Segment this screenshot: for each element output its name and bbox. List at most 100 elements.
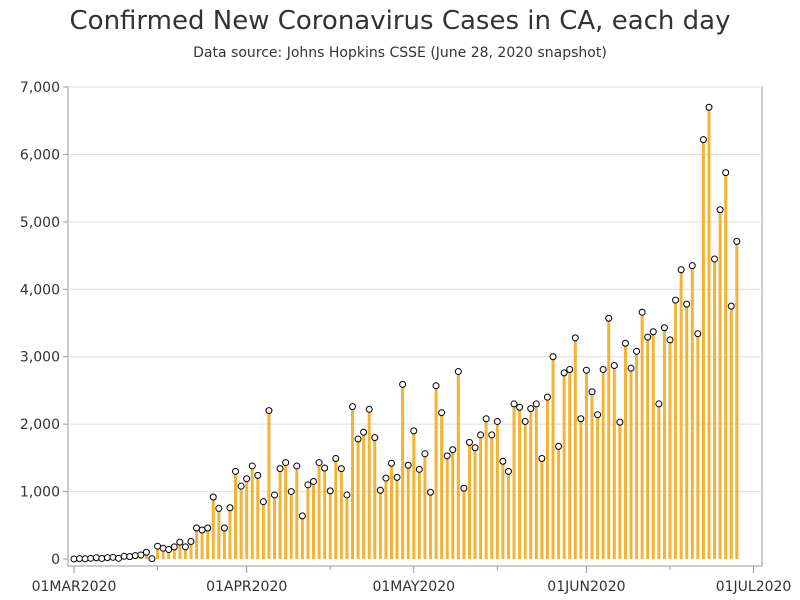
bar — [395, 477, 399, 559]
x-tick-label: 01JUL2020 — [716, 579, 792, 595]
bar — [540, 458, 544, 559]
data-point — [644, 333, 652, 341]
data-point — [711, 255, 719, 263]
bar — [506, 471, 510, 559]
bar — [189, 541, 193, 559]
bar — [250, 465, 254, 559]
data-point — [426, 488, 434, 496]
y-tick-label: 4,000 — [20, 282, 60, 298]
bar — [278, 468, 282, 559]
bar — [534, 403, 538, 559]
data-point — [271, 491, 279, 499]
bar — [428, 492, 432, 559]
bar — [584, 370, 588, 559]
bar — [679, 269, 683, 559]
data-point — [326, 487, 334, 495]
chart-title: Confirmed New Coronavirus Cases in CA, e… — [69, 6, 731, 36]
bar — [334, 458, 338, 559]
bar — [161, 548, 165, 559]
data-point — [482, 415, 490, 423]
y-tick-label: 3,000 — [20, 350, 60, 366]
bar — [323, 467, 327, 559]
bar — [373, 437, 377, 559]
bar — [607, 318, 611, 559]
data-point — [248, 462, 256, 470]
bar — [646, 337, 650, 559]
bar — [707, 107, 711, 559]
bar — [735, 241, 739, 559]
data-point — [382, 474, 390, 482]
data-point — [243, 475, 251, 483]
bar — [724, 172, 728, 560]
data-point — [293, 462, 301, 470]
data-point — [365, 405, 373, 413]
bar — [211, 496, 215, 559]
data-point — [232, 467, 240, 475]
data-point — [187, 537, 195, 545]
bar — [367, 409, 371, 559]
y-tick-label: 2,000 — [20, 417, 60, 433]
bar — [635, 351, 639, 559]
data-point — [683, 300, 691, 308]
data-point — [588, 388, 596, 396]
data-point — [360, 428, 368, 436]
data-point — [477, 431, 485, 439]
data-point — [560, 369, 568, 377]
bar — [172, 546, 176, 559]
data-point — [722, 169, 730, 177]
data-point — [666, 336, 674, 344]
data-point — [421, 450, 429, 458]
bar — [612, 365, 616, 559]
data-point — [298, 512, 306, 520]
data-point — [616, 418, 624, 426]
bar — [351, 406, 354, 559]
bar — [178, 542, 182, 559]
data-point — [443, 452, 451, 460]
bar — [668, 339, 672, 559]
x-tick-label: 01MAR2020 — [32, 579, 117, 595]
bar — [378, 490, 382, 559]
y-tick-label: 5,000 — [20, 215, 60, 231]
data-point — [516, 403, 524, 411]
data-point — [137, 551, 145, 559]
bar — [256, 475, 260, 559]
data-point — [109, 553, 117, 561]
data-point — [415, 465, 423, 473]
data-point — [321, 464, 329, 472]
data-point — [705, 103, 713, 111]
data-point — [315, 459, 323, 467]
data-point — [438, 409, 446, 417]
data-point — [571, 334, 579, 342]
data-point — [142, 548, 150, 556]
bar — [206, 527, 210, 559]
bar — [312, 481, 316, 559]
data-point — [276, 465, 284, 473]
data-point — [633, 347, 641, 355]
y-tick-label: 0 — [51, 552, 60, 568]
data-point — [81, 555, 89, 563]
data-point — [577, 415, 585, 423]
data-point — [259, 498, 267, 506]
data-point — [148, 555, 156, 563]
data-point — [465, 438, 473, 446]
data-point — [594, 411, 602, 419]
data-point — [699, 136, 707, 144]
bar — [239, 486, 243, 559]
bar — [557, 446, 561, 559]
data-point — [733, 237, 741, 245]
bar — [512, 403, 516, 559]
data-point — [282, 459, 290, 467]
data-point — [521, 417, 529, 425]
data-point — [649, 328, 657, 336]
bar — [417, 469, 421, 559]
bar — [490, 434, 494, 559]
data-point — [265, 407, 273, 415]
data-point — [555, 442, 563, 450]
bar — [467, 442, 471, 559]
data-point — [404, 461, 412, 469]
data-point — [532, 400, 540, 408]
bar — [640, 312, 644, 559]
data-point — [471, 444, 479, 452]
bar — [440, 412, 444, 559]
data-point — [543, 393, 551, 401]
